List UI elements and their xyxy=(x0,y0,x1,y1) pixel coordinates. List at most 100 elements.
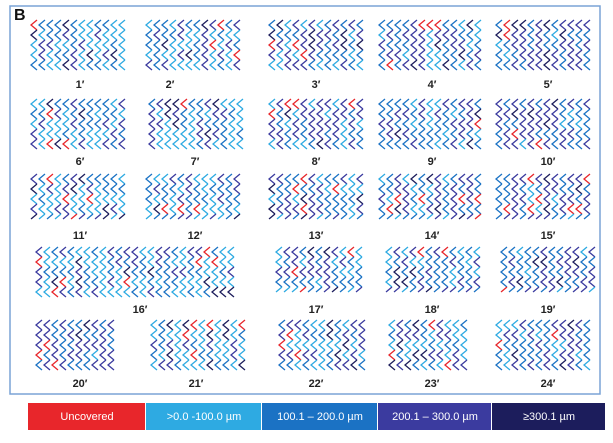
strut xyxy=(465,29,474,41)
strut xyxy=(283,183,292,195)
strut xyxy=(45,138,54,150)
strut xyxy=(494,203,503,215)
strut xyxy=(339,286,347,293)
strut xyxy=(275,138,284,150)
strut xyxy=(37,173,46,185)
strut xyxy=(473,138,482,150)
strut xyxy=(213,319,222,331)
strut xyxy=(216,173,225,185)
strut xyxy=(550,319,559,331)
strut xyxy=(425,203,434,215)
strut xyxy=(419,349,428,361)
strut xyxy=(309,329,318,341)
strut xyxy=(208,49,217,61)
strut xyxy=(472,266,481,278)
strut xyxy=(267,98,276,110)
strut xyxy=(232,173,241,185)
strut xyxy=(218,246,227,258)
strut xyxy=(409,183,418,195)
strut xyxy=(465,183,474,195)
strut xyxy=(106,286,115,298)
strut xyxy=(45,203,54,215)
strut xyxy=(29,193,38,205)
strut xyxy=(518,29,527,41)
strut xyxy=(393,203,402,215)
strut xyxy=(575,213,583,220)
strut xyxy=(502,173,511,185)
strut xyxy=(122,246,131,258)
panel-number: 19′ xyxy=(541,304,556,316)
strut xyxy=(110,213,118,220)
strut xyxy=(542,329,551,341)
strut xyxy=(518,39,527,51)
strut xyxy=(315,49,324,61)
strut xyxy=(451,359,460,371)
strut xyxy=(510,339,519,351)
strut xyxy=(186,286,195,298)
strut xyxy=(582,329,591,341)
strut xyxy=(377,98,386,110)
strut xyxy=(192,183,201,195)
strut xyxy=(527,213,535,220)
strut xyxy=(341,359,350,371)
strut xyxy=(152,183,161,195)
strut xyxy=(473,19,482,31)
strut xyxy=(333,319,342,331)
strut xyxy=(518,173,527,185)
strut xyxy=(419,329,428,341)
strut xyxy=(574,118,583,130)
strut xyxy=(37,19,46,31)
strut xyxy=(393,59,402,71)
strut xyxy=(195,108,204,120)
strut xyxy=(173,349,182,361)
strut xyxy=(417,128,426,140)
strut xyxy=(435,359,444,371)
strut xyxy=(387,359,396,371)
strut xyxy=(227,98,236,110)
strut xyxy=(42,329,51,341)
strut xyxy=(356,213,364,220)
strut xyxy=(558,203,567,215)
strut xyxy=(566,359,575,371)
strut xyxy=(518,319,527,331)
strut xyxy=(200,39,209,51)
strut xyxy=(425,118,434,130)
strut xyxy=(85,118,94,130)
strut xyxy=(441,59,450,71)
strut xyxy=(510,329,519,341)
strut xyxy=(82,339,91,351)
strut xyxy=(473,49,482,61)
strut xyxy=(117,138,126,150)
strut xyxy=(307,39,316,51)
strut xyxy=(66,319,75,331)
strut xyxy=(457,193,466,205)
strut xyxy=(542,59,551,71)
strut xyxy=(510,39,519,51)
strut xyxy=(168,173,177,185)
strut xyxy=(519,213,527,220)
strut xyxy=(518,128,527,140)
strut xyxy=(563,256,572,268)
strut xyxy=(555,276,564,288)
strut xyxy=(194,266,203,278)
strut xyxy=(542,319,551,331)
strut xyxy=(550,29,559,41)
strut xyxy=(507,276,516,288)
strut xyxy=(74,329,83,341)
strut xyxy=(558,183,567,195)
strut xyxy=(502,203,511,215)
strut xyxy=(558,138,567,150)
strut xyxy=(93,108,102,120)
strut xyxy=(355,108,364,120)
strut xyxy=(98,286,107,298)
strut xyxy=(274,246,283,258)
strut xyxy=(29,19,38,31)
strut xyxy=(515,266,524,278)
strut xyxy=(542,173,551,185)
strut xyxy=(574,193,583,205)
strut xyxy=(293,359,302,371)
strut xyxy=(192,203,201,215)
strut xyxy=(507,266,516,278)
strut xyxy=(401,39,410,51)
